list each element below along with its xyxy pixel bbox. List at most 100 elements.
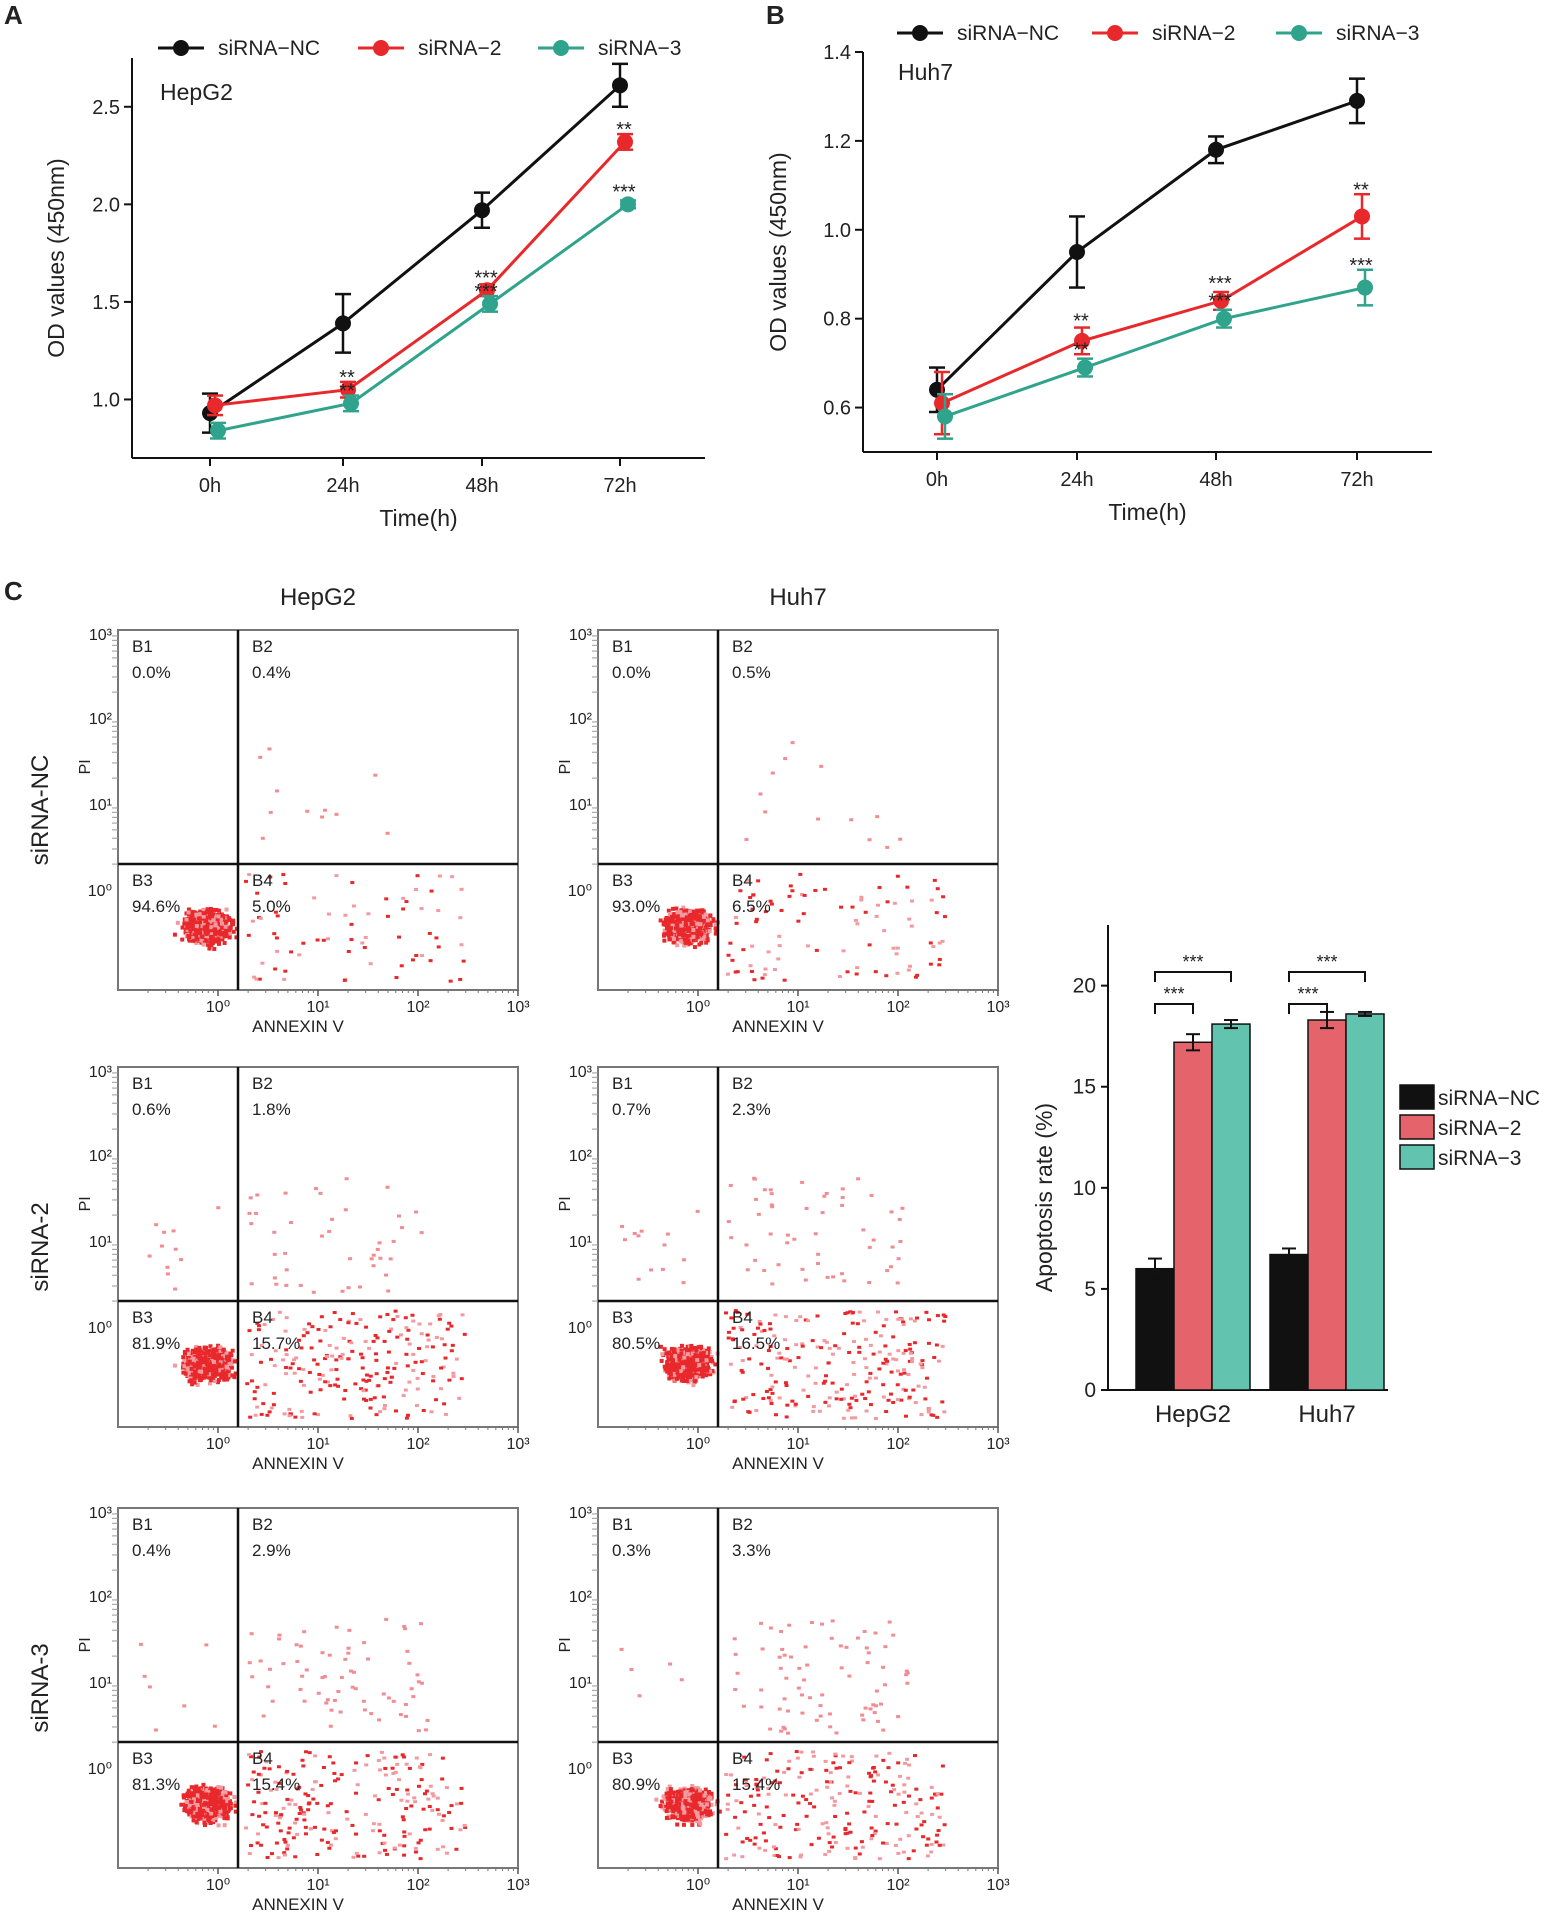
x-tick-label: 48h — [465, 475, 498, 497]
event-dot — [225, 1377, 229, 1381]
event-dot — [898, 1218, 902, 1221]
event-dot — [750, 945, 754, 948]
event-dot — [800, 1268, 804, 1271]
event-dot — [660, 1359, 664, 1363]
row-title-sirna-nc: siRNA-NC — [27, 755, 54, 866]
legend-label: siRNA−2 — [418, 37, 501, 60]
event-dot — [746, 1410, 750, 1413]
x-decade-label: 10² — [886, 1436, 910, 1453]
data-point — [474, 202, 490, 218]
event-dot — [248, 1329, 252, 1332]
event-dot — [759, 1363, 763, 1366]
event-dot — [896, 1281, 900, 1284]
event-dot — [935, 911, 939, 914]
event-dot — [783, 1338, 787, 1341]
event-dot — [906, 1373, 910, 1376]
event-dot — [272, 1231, 276, 1234]
event-dot — [284, 1192, 288, 1195]
event-dot — [888, 1353, 892, 1356]
x-tick-label: 72h — [603, 475, 636, 497]
legend-entry: siRNA−NC — [158, 37, 320, 60]
event-dot — [358, 1285, 362, 1288]
x-decade-label: 10¹ — [306, 999, 329, 1016]
legend-entry: siRNA−2 — [1092, 22, 1235, 45]
event-dot — [908, 1343, 912, 1346]
event-dot — [865, 1409, 869, 1412]
event-dot — [334, 1358, 338, 1361]
y-axis-title: PI — [77, 759, 94, 774]
event-dot — [293, 1372, 297, 1375]
event-dot — [785, 1384, 789, 1387]
event-dot — [358, 1318, 362, 1321]
event-dot — [258, 756, 262, 759]
event-dot — [405, 1338, 409, 1341]
event-dot — [426, 1334, 430, 1337]
event-dot — [354, 1322, 358, 1325]
y-decade-label: 10¹ — [89, 1234, 112, 1251]
event-dot — [686, 1352, 690, 1356]
event-dot — [898, 838, 902, 841]
quadrant-percent-b2: 1.8% — [252, 1100, 291, 1119]
event-dot — [846, 1409, 850, 1412]
event-dot — [207, 1353, 211, 1357]
event-dot — [172, 1229, 176, 1232]
x-decade-label: 10¹ — [306, 1436, 329, 1453]
event-dot — [330, 1355, 334, 1358]
event-dot — [813, 889, 817, 892]
quadrant-percent-b1: 0.7% — [612, 1100, 651, 1119]
event-dot — [320, 1315, 324, 1318]
data-point — [1077, 360, 1093, 376]
x-decade-label: 10⁰ — [686, 999, 710, 1016]
event-dot — [933, 879, 937, 882]
event-dot — [675, 923, 679, 927]
flow-plot-sirna-3-hepg2: B10.4%B22.9%B381.3%B415.4%10⁰ 10¹ 10² 10³10… — [77, 1505, 530, 1914]
event-dot — [891, 1335, 895, 1338]
event-dot — [695, 922, 699, 926]
event-dot — [783, 979, 787, 982]
event-dot — [306, 1331, 310, 1334]
event-dot — [361, 1356, 365, 1359]
y-axis-title: PI — [557, 1196, 574, 1211]
event-dot — [729, 1236, 733, 1239]
event-dot — [273, 1276, 277, 1279]
significance-label: *** — [612, 181, 636, 203]
event-dot — [282, 978, 286, 981]
x-decade-label: 10³ — [506, 999, 530, 1016]
event-dot — [724, 1311, 728, 1314]
event-dot — [802, 1389, 806, 1392]
event-dot — [447, 1379, 451, 1382]
event-dot — [857, 1346, 861, 1349]
series-sirna-3 — [937, 270, 1373, 439]
event-dot — [446, 1328, 450, 1331]
event-dot — [910, 1360, 914, 1363]
event-dot — [905, 886, 909, 889]
event-dot — [191, 921, 195, 925]
event-dot — [417, 1322, 421, 1325]
event-dot — [251, 920, 255, 923]
event-dot — [915, 1317, 919, 1320]
event-dot — [407, 1381, 411, 1384]
event-dot — [305, 810, 309, 813]
event-dot — [449, 1325, 453, 1328]
event-dot — [784, 1381, 788, 1384]
event-dot — [824, 1374, 828, 1377]
event-dot — [375, 1372, 379, 1375]
event-dot — [372, 1340, 376, 1343]
event-dot — [814, 1382, 818, 1385]
event-dot — [851, 1322, 855, 1325]
event-dot — [868, 943, 872, 946]
event-dot — [681, 1365, 685, 1369]
event-dot — [778, 944, 782, 947]
quadrant-name-b4: B4 — [252, 871, 273, 890]
event-dot — [220, 922, 224, 926]
row-title-sirna-2: siRNA-2 — [27, 1202, 54, 1291]
event-dot — [682, 1372, 686, 1376]
event-dot — [216, 1206, 220, 1209]
event-dot — [176, 921, 180, 925]
quadrant-percent-b3: 81.9% — [132, 1334, 180, 1353]
series-sirna-nc — [929, 79, 1365, 412]
event-dot — [343, 979, 347, 982]
event-dot — [408, 1343, 412, 1346]
event-dot — [300, 1416, 304, 1419]
event-dot — [285, 1268, 289, 1271]
